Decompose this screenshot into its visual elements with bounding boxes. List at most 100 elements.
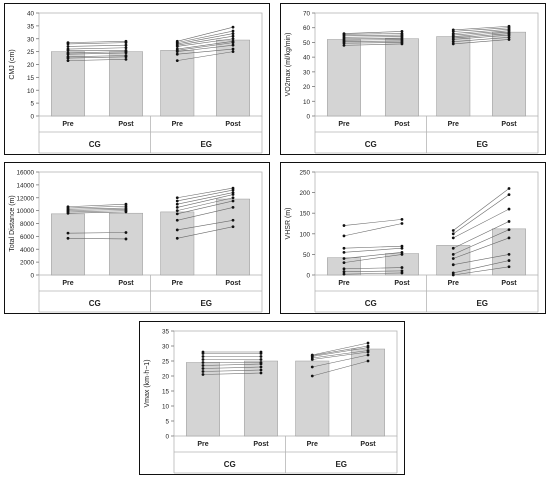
- data-point: [451, 263, 455, 267]
- data-point: [231, 186, 235, 190]
- individual-line: [177, 33, 234, 45]
- individual-line: [343, 33, 402, 35]
- y-tick-label: 30: [162, 344, 170, 351]
- y-axis-label: VO2max (ml/kg/min): [285, 33, 292, 97]
- data-point: [201, 361, 205, 364]
- data-point: [175, 39, 179, 43]
- individual-line: [343, 270, 402, 273]
- data-point: [66, 51, 70, 55]
- data-point: [400, 266, 404, 269]
- individual-line: [453, 254, 510, 265]
- x-tick-label: Post: [501, 121, 517, 128]
- individual-line: [67, 210, 126, 213]
- y-tick-label: 50: [303, 40, 311, 47]
- individual-line: [67, 209, 126, 211]
- y-tick-label: 0: [306, 273, 310, 280]
- data-point: [66, 47, 70, 51]
- data-point: [451, 271, 455, 275]
- data-point: [66, 59, 70, 63]
- bar-eg-pre: [436, 245, 471, 276]
- data-point: [231, 39, 235, 43]
- individual-line: [67, 203, 126, 208]
- individual-line: [67, 41, 126, 43]
- bar-cg-post: [384, 38, 419, 117]
- individual-line: [177, 226, 234, 239]
- individual-line: [343, 254, 403, 263]
- bar-cg-post: [108, 212, 143, 276]
- data-point: [507, 193, 511, 197]
- individual-line: [343, 252, 403, 259]
- individual-line: [177, 192, 234, 205]
- individual-line: [453, 188, 510, 231]
- y-tick-label: 8000: [20, 221, 35, 228]
- y-tick-label: 25: [27, 49, 35, 56]
- y-tick-label: 15: [162, 389, 170, 396]
- data-point: [201, 355, 205, 358]
- data-point: [175, 196, 179, 200]
- individual-line: [343, 40, 402, 42]
- chart-panel-vhsr: 0 50 100 150 200 250 VHSR (m) Pre Post CG Pre Post E…: [280, 162, 546, 314]
- group-label: CG: [365, 299, 377, 308]
- individual-line: [177, 48, 234, 55]
- x-tick-label: Pre: [338, 280, 349, 287]
- bar-cg-pre: [51, 213, 85, 276]
- y-axis-label: Total Distance (m): [9, 195, 16, 251]
- data-point: [366, 349, 370, 352]
- individual-line: [202, 366, 261, 369]
- data-point: [201, 370, 205, 373]
- data-point: [366, 359, 370, 363]
- y-tick-label: 0: [165, 434, 169, 441]
- data-point: [507, 228, 511, 232]
- individual-line: [67, 207, 126, 210]
- chart-svg-total-distance: 0 2000 4000 6000 8000 10000 12000 14000 16000 Tot…: [9, 170, 263, 313]
- data-point: [451, 28, 455, 32]
- data-point: [259, 365, 263, 369]
- data-point: [507, 220, 511, 223]
- y-tick-label: 150: [299, 211, 310, 218]
- x-tick-label: Post: [225, 280, 241, 287]
- y-tick-label: 200: [299, 190, 310, 197]
- data-point: [507, 24, 511, 28]
- data-point: [366, 344, 370, 348]
- individual-line: [453, 33, 510, 39]
- y-tick-label: 35: [27, 23, 35, 30]
- data-point: [124, 39, 128, 43]
- individual-line: [343, 219, 403, 226]
- data-point: [124, 206, 128, 210]
- individual-line: [202, 369, 261, 372]
- data-point: [175, 209, 179, 213]
- data-point: [507, 259, 511, 262]
- individual-line: [67, 44, 126, 47]
- group-label: CG: [89, 299, 101, 308]
- individual-line: [312, 342, 369, 356]
- x-tick-label: Pre: [172, 121, 183, 128]
- x-tick-label: Post: [501, 280, 517, 287]
- individual-line: [177, 207, 234, 221]
- data-point: [175, 212, 179, 216]
- individual-line: [177, 51, 234, 61]
- data-point: [342, 257, 346, 260]
- individual-line: [453, 34, 510, 40]
- x-tick-label: Post: [360, 441, 376, 448]
- data-point: [124, 231, 128, 234]
- y-tick-label: 2000: [20, 260, 35, 267]
- individual-line: [312, 351, 369, 360]
- individual-line: [312, 345, 369, 356]
- y-tick-label: 10: [27, 88, 35, 95]
- y-tick-label: 100: [299, 231, 310, 238]
- data-point: [451, 253, 455, 256]
- y-tick-label: 0: [306, 114, 310, 121]
- data-point: [231, 218, 235, 222]
- data-point: [175, 228, 179, 232]
- bar-cg-pre: [51, 51, 85, 117]
- individual-line: [343, 247, 402, 253]
- data-point: [201, 373, 205, 376]
- data-point: [259, 358, 263, 361]
- individual-line: [453, 237, 510, 259]
- data-point: [231, 29, 235, 33]
- individual-line: [343, 245, 402, 249]
- data-point: [175, 47, 179, 51]
- data-point: [366, 353, 370, 357]
- data-point: [451, 42, 455, 46]
- data-point: [231, 43, 235, 47]
